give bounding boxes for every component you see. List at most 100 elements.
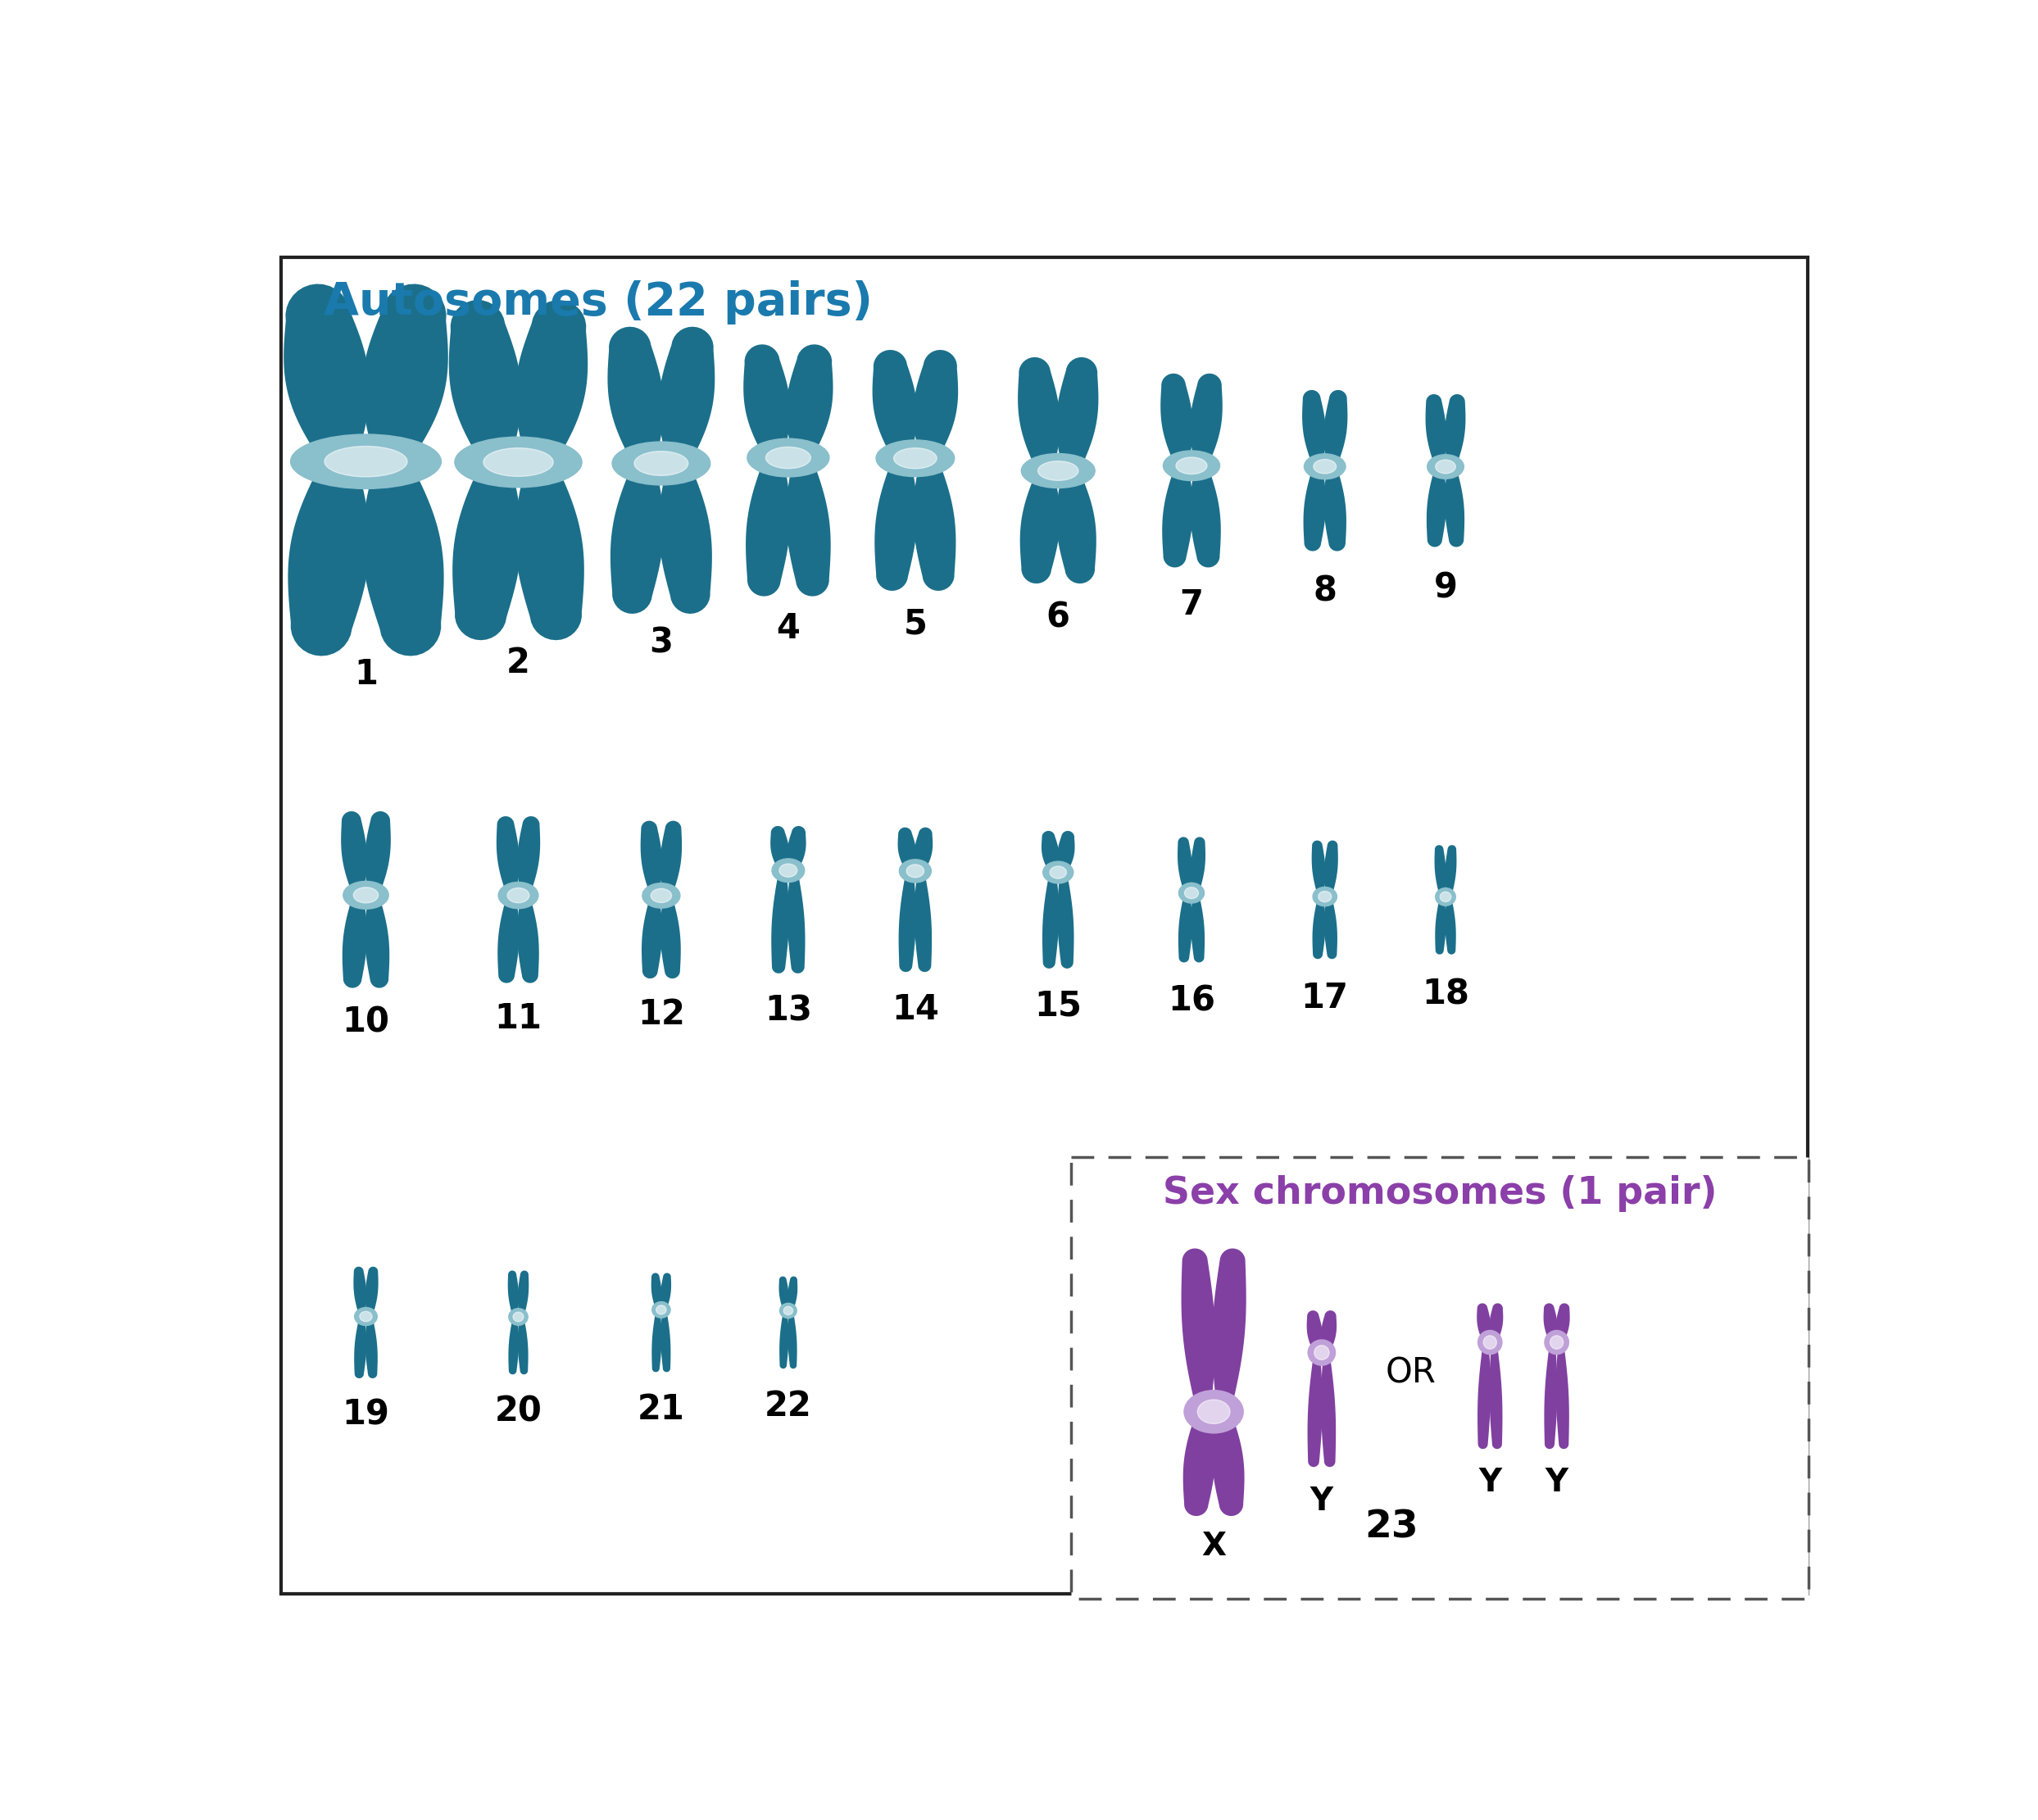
Polygon shape	[1557, 1303, 1569, 1343]
Polygon shape	[518, 815, 540, 895]
Polygon shape	[607, 328, 664, 464]
Ellipse shape	[876, 440, 954, 477]
Polygon shape	[1019, 470, 1060, 584]
Text: 10: 10	[342, 1005, 389, 1039]
Ellipse shape	[353, 888, 379, 903]
Ellipse shape	[324, 446, 408, 477]
Polygon shape	[287, 460, 369, 655]
Ellipse shape	[634, 451, 689, 475]
Text: 4: 4	[776, 612, 801, 646]
Polygon shape	[1178, 837, 1192, 894]
Ellipse shape	[783, 1307, 793, 1314]
Polygon shape	[770, 826, 789, 872]
Polygon shape	[746, 457, 791, 597]
Polygon shape	[1056, 470, 1096, 584]
Text: 5: 5	[903, 606, 927, 641]
Ellipse shape	[1435, 460, 1455, 473]
Text: 22: 22	[764, 1389, 811, 1423]
Polygon shape	[1312, 841, 1325, 897]
Polygon shape	[1178, 894, 1192, 963]
Ellipse shape	[656, 1305, 666, 1314]
Polygon shape	[1427, 466, 1447, 548]
Polygon shape	[1160, 373, 1192, 466]
Ellipse shape	[1484, 1336, 1496, 1349]
Polygon shape	[507, 1316, 520, 1374]
Polygon shape	[355, 1316, 367, 1378]
Ellipse shape	[650, 888, 673, 903]
Polygon shape	[913, 457, 956, 592]
Polygon shape	[1190, 837, 1204, 894]
Text: 6: 6	[1045, 601, 1070, 635]
Polygon shape	[1555, 1341, 1569, 1449]
Polygon shape	[1325, 897, 1337, 959]
Polygon shape	[1162, 466, 1192, 568]
Ellipse shape	[1441, 892, 1451, 903]
Ellipse shape	[652, 1301, 671, 1318]
Polygon shape	[365, 812, 391, 895]
Ellipse shape	[1304, 453, 1345, 479]
Polygon shape	[518, 1316, 528, 1374]
Polygon shape	[516, 300, 587, 464]
Ellipse shape	[779, 864, 797, 877]
Ellipse shape	[1176, 457, 1206, 475]
Polygon shape	[1304, 466, 1327, 551]
Ellipse shape	[1551, 1336, 1563, 1349]
Ellipse shape	[514, 1312, 524, 1321]
Polygon shape	[789, 1310, 797, 1369]
Ellipse shape	[1545, 1330, 1569, 1354]
Polygon shape	[787, 870, 805, 974]
Ellipse shape	[355, 1307, 377, 1325]
Ellipse shape	[454, 437, 583, 488]
Ellipse shape	[907, 864, 923, 877]
Polygon shape	[658, 462, 711, 613]
Text: Y: Y	[1545, 1467, 1567, 1498]
Polygon shape	[1325, 841, 1339, 897]
Ellipse shape	[1478, 1330, 1502, 1354]
Polygon shape	[1321, 1352, 1335, 1467]
Polygon shape	[1445, 466, 1465, 548]
Ellipse shape	[499, 883, 538, 908]
Polygon shape	[365, 1316, 377, 1378]
Polygon shape	[497, 815, 520, 895]
Polygon shape	[363, 284, 448, 464]
Polygon shape	[342, 895, 367, 988]
Polygon shape	[787, 826, 805, 872]
Polygon shape	[779, 1276, 789, 1310]
Text: 7: 7	[1180, 588, 1202, 622]
Polygon shape	[913, 349, 958, 459]
Polygon shape	[1445, 897, 1455, 954]
Ellipse shape	[1050, 866, 1066, 879]
Ellipse shape	[1178, 883, 1204, 903]
Polygon shape	[779, 1310, 789, 1369]
Text: 9: 9	[1433, 571, 1457, 606]
Text: Y: Y	[1310, 1485, 1333, 1516]
Polygon shape	[448, 300, 522, 464]
Polygon shape	[1184, 1410, 1215, 1516]
Polygon shape	[1017, 357, 1060, 471]
Ellipse shape	[1319, 892, 1331, 903]
Text: 17: 17	[1300, 981, 1349, 1016]
Ellipse shape	[772, 859, 805, 883]
Polygon shape	[1308, 1352, 1323, 1467]
Ellipse shape	[483, 448, 552, 477]
Polygon shape	[340, 812, 367, 895]
Ellipse shape	[899, 859, 931, 883]
Polygon shape	[660, 895, 681, 979]
Text: 14: 14	[891, 992, 940, 1026]
Polygon shape	[1325, 389, 1347, 468]
Ellipse shape	[1315, 1345, 1329, 1360]
Ellipse shape	[359, 1312, 373, 1321]
FancyBboxPatch shape	[281, 257, 1808, 1594]
Polygon shape	[770, 870, 789, 974]
Polygon shape	[652, 1272, 662, 1310]
Text: X: X	[1202, 1531, 1227, 1562]
Text: Sex chromosomes (1 pair): Sex chromosomes (1 pair)	[1162, 1176, 1716, 1212]
Polygon shape	[789, 1276, 797, 1310]
Polygon shape	[353, 1267, 367, 1316]
Polygon shape	[660, 1310, 671, 1372]
Polygon shape	[1058, 872, 1074, 968]
Polygon shape	[915, 870, 931, 972]
Ellipse shape	[748, 439, 829, 477]
Polygon shape	[518, 1270, 528, 1318]
Text: 8: 8	[1312, 575, 1337, 608]
